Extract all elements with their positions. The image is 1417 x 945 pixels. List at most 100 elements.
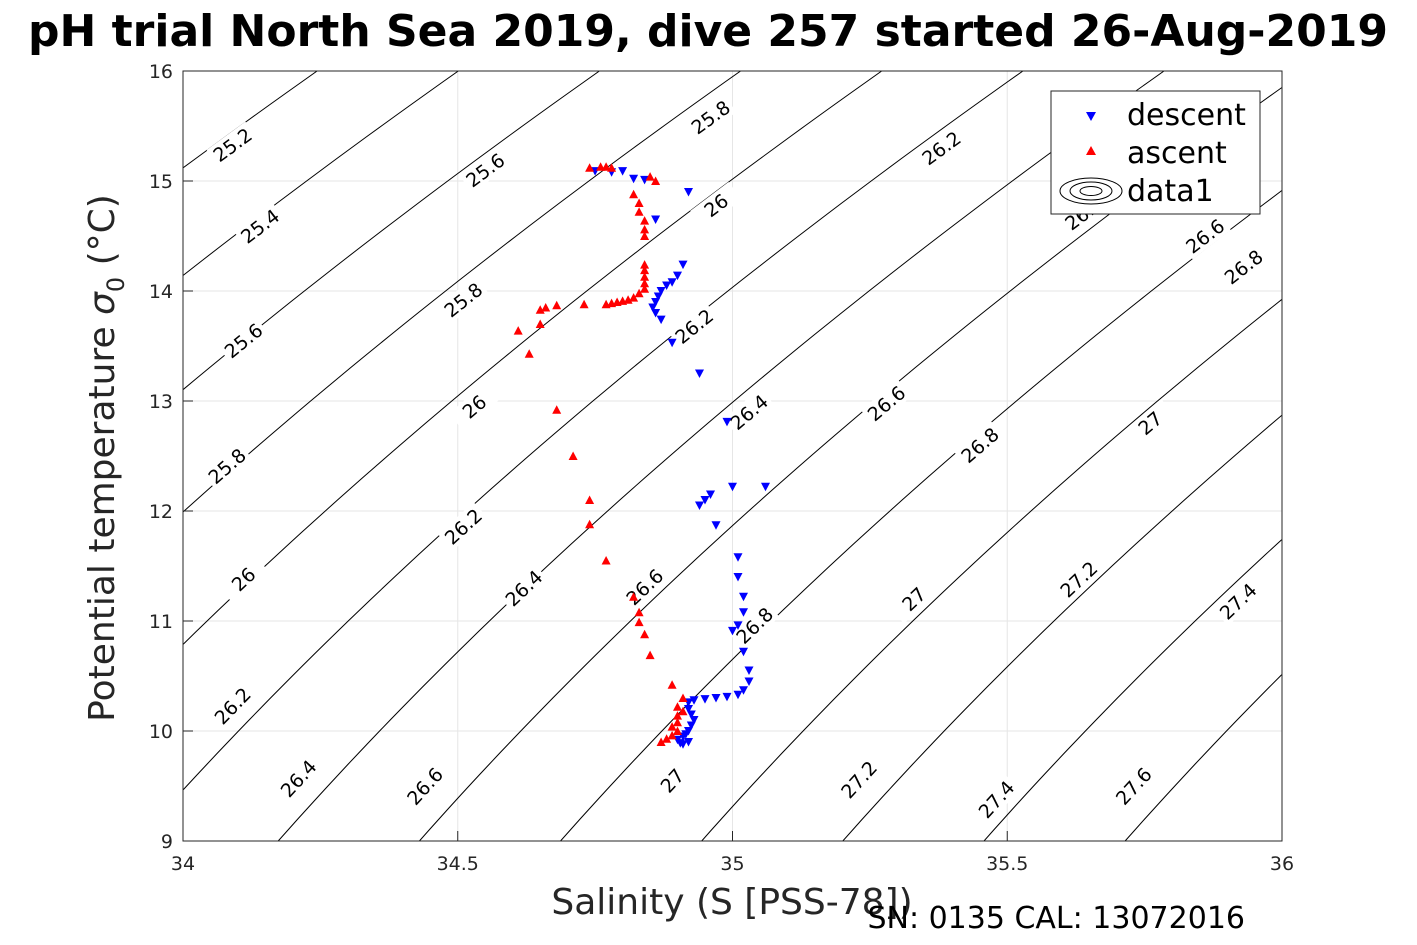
contour-label-bg <box>207 680 258 731</box>
data-series <box>513 162 770 749</box>
descent-point <box>656 315 666 325</box>
descent-point <box>739 686 748 695</box>
isopycnal-25.2 <box>183 71 318 169</box>
legend-box <box>1050 90 1261 215</box>
ascent-point <box>678 706 688 716</box>
contour-label-bg <box>860 379 912 428</box>
descent-point <box>722 692 732 702</box>
descent-point <box>695 369 704 378</box>
isopycnal-27.2 <box>842 414 1282 841</box>
ascent-point <box>541 303 551 312</box>
ascent-point <box>667 722 677 731</box>
ascent-point <box>651 176 661 185</box>
descent-point <box>651 298 661 307</box>
ascent-point <box>673 702 682 711</box>
descent-point <box>722 417 732 427</box>
legend-descent-label: descent <box>1127 98 1246 133</box>
ascent-point <box>535 319 545 328</box>
descent-point <box>689 716 699 725</box>
y-tick-label: 16 <box>149 61 173 83</box>
contour-label-bg <box>690 181 742 229</box>
contour-label-bg <box>1213 576 1263 626</box>
legend-contour-icon <box>1059 177 1123 205</box>
ascent-point <box>640 272 650 281</box>
legend-ascent-marker <box>1086 146 1096 155</box>
ascent-point <box>656 737 666 746</box>
ascent-point <box>640 265 650 275</box>
descent-point <box>761 482 770 492</box>
ascent-point <box>634 288 644 298</box>
x-tick-label: 34 <box>171 853 195 875</box>
descent-point <box>618 167 628 176</box>
contour-label-bg <box>438 502 489 551</box>
descent-point <box>728 482 737 492</box>
y-tick-label: 11 <box>149 611 173 633</box>
ascent-point <box>640 260 650 269</box>
descent-point <box>678 260 688 270</box>
ascent-point <box>535 305 545 314</box>
descent-point <box>651 309 661 318</box>
ascent-point <box>678 693 688 702</box>
contour-label-bg <box>729 600 780 651</box>
descent-point <box>700 695 710 704</box>
descent-point <box>695 501 704 510</box>
contour-label-bg <box>234 202 286 250</box>
descent-point <box>733 553 743 562</box>
contour-label-bg <box>201 441 253 491</box>
ascent-point <box>629 189 639 199</box>
ascent-point <box>568 451 578 460</box>
contour-label-bg <box>206 121 259 168</box>
descent-point <box>667 278 677 287</box>
ascent-point <box>601 556 611 565</box>
series-ascent <box>513 162 688 746</box>
isopycnal-27 <box>701 298 1282 841</box>
descent-point <box>640 175 650 185</box>
ascent-point <box>634 198 644 207</box>
descent-point <box>739 592 748 602</box>
isopycnal-25.6 <box>183 71 601 391</box>
descent-point <box>733 690 743 700</box>
contour-label-bg <box>915 124 968 172</box>
ascent-point <box>667 680 677 689</box>
contour-label-bg <box>684 94 737 141</box>
ascent-point <box>634 607 644 617</box>
ascent-point <box>640 284 650 293</box>
descent-point <box>689 696 699 705</box>
ascent-point <box>634 617 644 627</box>
contour-label-bg <box>459 146 512 194</box>
y-tick-label: 14 <box>149 281 173 303</box>
axis-ticks: 34 34.5 35 35.5 36 9 10 11 12 13 14 15 16 <box>149 61 1294 875</box>
x-tick-label: 35.5 <box>986 853 1028 875</box>
descent-point <box>662 281 672 290</box>
isopycnal-27.4 <box>983 538 1282 841</box>
descent-point <box>744 666 754 675</box>
y-axis-label-sigma: σ <box>82 291 123 315</box>
ascent-point <box>524 349 534 358</box>
ascent-point <box>673 711 682 720</box>
isopycnal-26.4 <box>277 71 1165 841</box>
legend-data1-label: data1 <box>1127 174 1214 209</box>
descent-point <box>733 621 743 630</box>
contour-label-bg <box>400 760 450 812</box>
serial-calibration-note: SN: 0135 CAL: 13072016 <box>867 901 1245 936</box>
contour-label-bg <box>274 753 323 804</box>
contour-label-bg <box>723 388 775 436</box>
y-tick-label: 13 <box>149 391 173 413</box>
contour-label-bg <box>834 754 884 805</box>
descent-point <box>684 188 693 197</box>
descent-point <box>728 626 737 636</box>
y-axis-label-unit: (°C) <box>82 194 123 277</box>
descent-point <box>739 647 748 657</box>
ascent-point <box>673 726 682 735</box>
ascent-point <box>585 519 595 529</box>
ascent-point <box>607 298 617 308</box>
chart-title: pH trial North Sea 2019, dive 257 starte… <box>28 6 1388 57</box>
contour-label-bg <box>448 382 500 431</box>
ascent-point <box>623 295 633 304</box>
ascent-point <box>640 278 650 288</box>
contour-label-bg <box>1124 399 1176 447</box>
descent-point <box>686 710 696 719</box>
ascent-point <box>585 163 595 172</box>
